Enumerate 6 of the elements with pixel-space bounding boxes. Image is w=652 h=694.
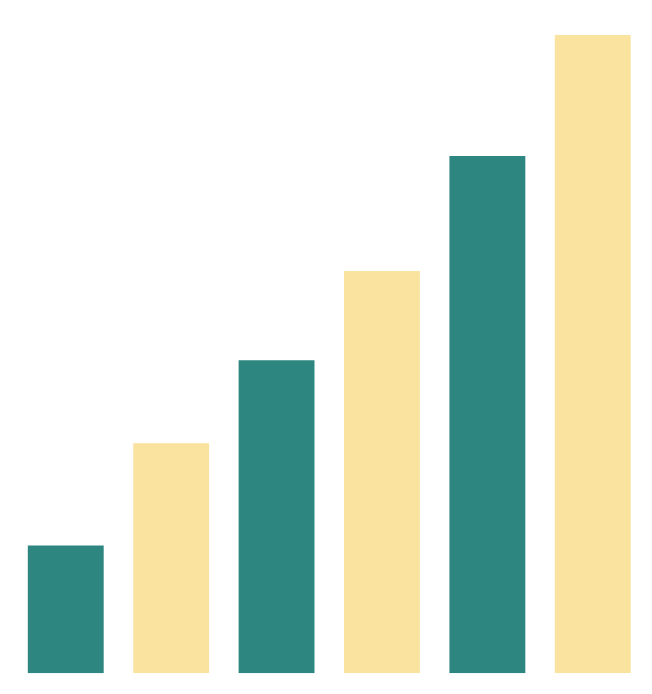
bar [133,443,210,674]
bar [554,34,631,674]
bar [27,545,104,674]
bar [449,156,526,674]
bar [238,360,315,674]
bar [344,270,420,674]
